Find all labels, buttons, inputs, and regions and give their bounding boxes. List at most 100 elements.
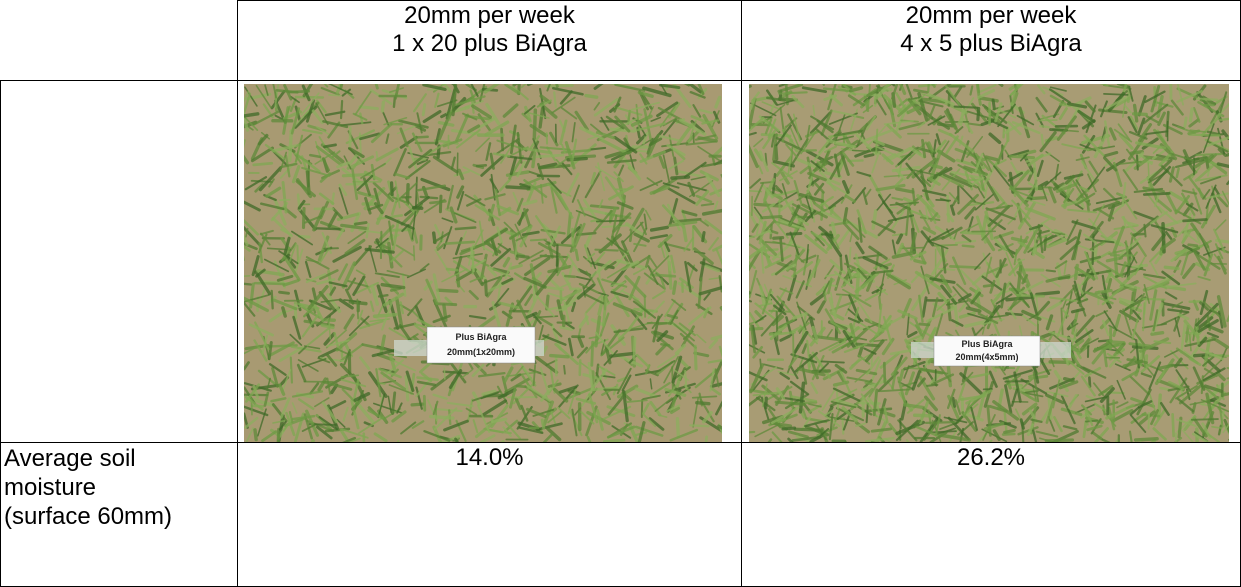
- grass-texture: [1190, 109, 1192, 121]
- grass-texture: [695, 346, 696, 369]
- grass-texture: [822, 361, 844, 362]
- grass-texture: [446, 242, 474, 244]
- table-border: [0, 80, 1, 587]
- grass-texture: [749, 432, 754, 433]
- grass-texture: [272, 291, 273, 308]
- grass-texture: [440, 196, 441, 212]
- photo-label: Plus BiAgra: [961, 339, 1013, 349]
- grass-texture: [456, 228, 475, 230]
- grass-texture: [1096, 290, 1111, 292]
- grass-texture: [1165, 267, 1178, 268]
- grass-texture: [290, 91, 309, 92]
- grass-texture: [963, 233, 985, 234]
- grass-texture: [953, 398, 955, 406]
- grass-texture: [611, 129, 634, 131]
- grass-texture: [329, 95, 340, 96]
- header-line: 20mm per week: [742, 2, 1240, 30]
- grass-texture: [1161, 388, 1169, 389]
- grass-texture: [672, 177, 689, 178]
- grass-texture: [283, 308, 285, 316]
- grass-texture: [841, 256, 842, 270]
- grass-texture: [1197, 326, 1198, 343]
- table-border: [741, 0, 742, 587]
- grass-texture: [779, 92, 807, 93]
- grass-texture: [927, 385, 937, 386]
- grass-texture: [677, 419, 678, 437]
- grass-texture: [1128, 90, 1129, 101]
- grass-texture: [950, 266, 979, 267]
- grass-texture: [1186, 326, 1188, 341]
- grass-texture: [576, 250, 578, 260]
- grass-texture: [936, 200, 950, 201]
- photo-label: 20mm(4x5mm): [955, 352, 1018, 362]
- grass-texture: [416, 137, 428, 138]
- grass-texture: [1046, 440, 1072, 441]
- grass-texture: [382, 102, 383, 111]
- grass-texture: [255, 430, 256, 440]
- grass-texture: [783, 428, 795, 429]
- grass-texture: [1196, 154, 1221, 155]
- grass-texture: [537, 155, 563, 157]
- grass-texture: [592, 342, 593, 365]
- grass-texture: [507, 187, 529, 188]
- grass-texture: [1021, 420, 1023, 428]
- grass-texture: [915, 261, 925, 263]
- grass-texture: [1047, 270, 1055, 271]
- table-border: [0, 442, 1241, 443]
- grass-texture: [781, 239, 783, 261]
- grass-texture: [677, 377, 679, 386]
- grass-texture: [604, 440, 624, 441]
- grass-texture: [324, 248, 338, 249]
- grass-texture: [564, 366, 565, 374]
- grass-texture: [1103, 392, 1124, 393]
- header-line: 4 x 5 plus BiAgra: [742, 30, 1240, 58]
- grass-texture: [1076, 265, 1078, 278]
- grass-texture: [1131, 152, 1142, 154]
- grass-texture: [939, 269, 955, 270]
- grass-texture: [1065, 379, 1073, 381]
- grass-texture: [1003, 434, 1014, 435]
- grass-texture: [297, 246, 298, 264]
- column-header: 20mm per week 1 x 20 plus BiAgra: [238, 2, 741, 58]
- grass-texture: [269, 343, 271, 359]
- grass-texture: [843, 421, 844, 434]
- grass-texture: [414, 208, 422, 209]
- grass-texture: [423, 105, 425, 115]
- grass-texture: [341, 101, 342, 118]
- grass-texture: [531, 239, 546, 240]
- grass-texture: [1040, 126, 1049, 127]
- grass-texture: [554, 92, 556, 106]
- grass-texture: [926, 422, 955, 423]
- grass-texture: [357, 299, 358, 318]
- grass-texture: [963, 246, 974, 247]
- grass-texture: [551, 356, 568, 357]
- table-border: [237, 0, 238, 587]
- grass-texture: [876, 130, 877, 154]
- grass-texture: [879, 297, 880, 309]
- grass-texture: [978, 108, 979, 119]
- cell-value: 26.2%: [742, 444, 1240, 472]
- grass-texture: [502, 129, 503, 150]
- grass-texture: [1139, 299, 1164, 300]
- grass-texture: [360, 107, 377, 109]
- grass-texture: [634, 338, 635, 358]
- grass-texture: [392, 183, 393, 195]
- grass-texture: [674, 282, 676, 293]
- turf-photo: Plus BiAgra 20mm(4x5mm): [749, 84, 1229, 442]
- grass-texture: [685, 371, 686, 389]
- grass-texture: [310, 155, 320, 157]
- grass-texture: [1033, 244, 1035, 254]
- grass-texture: [853, 150, 871, 151]
- header-line: 20mm per week: [238, 2, 741, 30]
- grass-texture: [254, 163, 272, 165]
- grass-texture: [486, 281, 487, 295]
- grass-texture: [1059, 277, 1069, 278]
- grass-texture: [586, 96, 597, 98]
- grass-texture: [1034, 164, 1036, 189]
- grass-texture: [1089, 378, 1090, 387]
- grass-texture: [317, 228, 340, 229]
- grass-texture: [900, 370, 902, 380]
- grass-texture: [431, 417, 453, 418]
- grass-texture: [444, 372, 468, 374]
- grass-texture: [565, 276, 575, 277]
